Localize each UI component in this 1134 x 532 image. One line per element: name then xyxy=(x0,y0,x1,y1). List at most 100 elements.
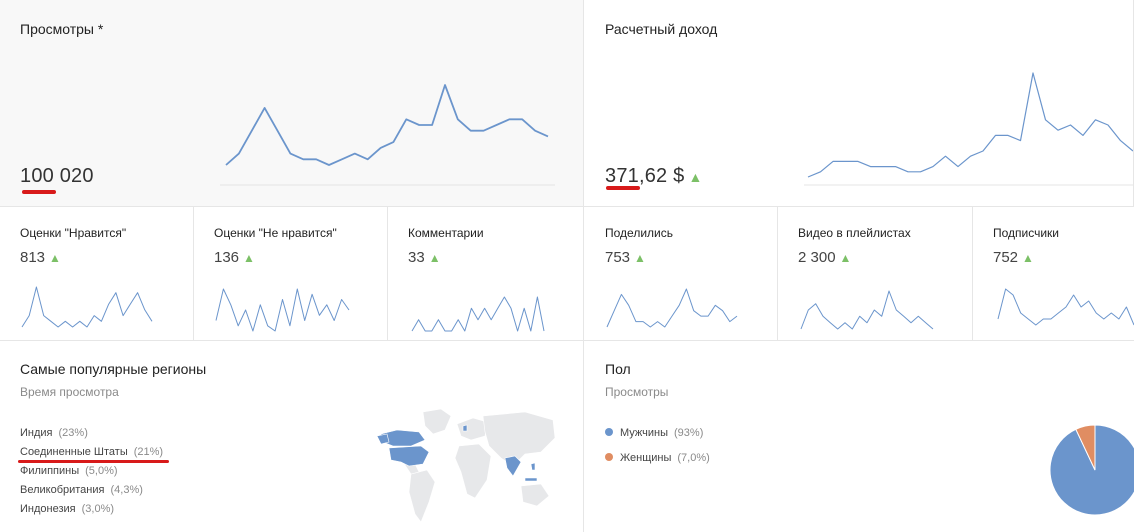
shares-sparkline xyxy=(606,288,738,328)
region-pct: (21%) xyxy=(133,446,164,458)
map-alaska xyxy=(376,433,390,445)
gender-card[interactable]: Пол Просмотры Мужчины (93%) Женщины (7,0%) xyxy=(584,341,1134,532)
likes-sparkline xyxy=(21,286,153,328)
playlists-sparkline xyxy=(800,290,934,330)
legend-female[interactable]: Женщины (7,0%) xyxy=(605,452,710,464)
map-philippines xyxy=(530,462,536,471)
gender-subtitle: Просмотры xyxy=(605,385,669,399)
region-name: Филиппины xyxy=(20,465,80,477)
regions-title: Самые популярные регионы xyxy=(20,361,207,377)
revenue-value-row: 371,62 $ ▲ xyxy=(605,165,703,188)
map-asia xyxy=(482,411,556,467)
metric-label: Комментарии xyxy=(408,226,484,240)
revenue-title: Расчетный доход xyxy=(605,21,718,37)
pie-slice-male[interactable] xyxy=(1049,424,1134,516)
metric-label: Оценки "Не нравится" xyxy=(214,226,337,240)
revenue-trend-line[interactable] xyxy=(807,72,1133,178)
metric-label: Оценки "Нравится" xyxy=(20,226,127,240)
trend-up-icon: ▲ xyxy=(1022,251,1034,265)
metric-value: 753 xyxy=(605,249,631,266)
comments-sparkline xyxy=(411,296,545,332)
likes-trend-line[interactable] xyxy=(21,286,153,328)
metric-value-row: 136 ▲ xyxy=(214,249,255,266)
metric-value-row: 753 ▲ xyxy=(605,249,646,266)
region-annotation-underline xyxy=(18,460,169,463)
metric-value-row: 752 ▲ xyxy=(993,249,1034,266)
region-name: Великобритания xyxy=(20,484,105,496)
region-pct: (4,3%) xyxy=(110,484,143,496)
region-item[interactable]: Индия (23%) xyxy=(20,427,88,439)
views-title: Просмотры * xyxy=(20,21,104,37)
metric-dislikes[interactable]: Оценки "Не нравится" 136 ▲ xyxy=(194,207,388,341)
map-australia xyxy=(520,483,550,507)
metric-value: 33 xyxy=(408,249,425,266)
gender-title: Пол xyxy=(605,361,631,377)
pie-slice-female[interactable] xyxy=(1075,424,1096,471)
region-item[interactable]: Филиппины (5,0%) xyxy=(20,465,118,477)
male-color-dot xyxy=(605,428,613,436)
revenue-card[interactable]: Расчетный доход 371,62 $ ▲ xyxy=(584,0,1134,207)
regions-card[interactable]: Самые популярные регионы Время просмотра… xyxy=(0,341,584,532)
views-annotation-underline xyxy=(22,190,56,194)
legend-label: Мужчины xyxy=(620,427,669,439)
dislikes-sparkline xyxy=(215,288,350,332)
views-card[interactable]: Просмотры * 100 020 xyxy=(0,0,584,207)
metric-value: 136 xyxy=(214,249,240,266)
map-africa xyxy=(454,443,492,499)
metric-playlists[interactable]: Видео в плейлистах 2 300 ▲ xyxy=(778,207,973,341)
trend-up-icon: ▲ xyxy=(688,169,703,185)
revenue-annotation-underline xyxy=(606,186,640,190)
metric-label: Подписчики xyxy=(993,226,1060,240)
dislikes-trend-line[interactable] xyxy=(215,288,350,332)
views-chart xyxy=(220,84,555,186)
metric-likes[interactable]: Оценки "Нравится" 813 ▲ xyxy=(0,207,194,341)
region-item[interactable]: Соединенные Штаты (21%) xyxy=(20,446,163,458)
region-pct: (3,0%) xyxy=(81,503,115,515)
subscribers-trend-line[interactable] xyxy=(997,288,1134,326)
region-item[interactable]: Великобритания (4,3%) xyxy=(20,484,143,496)
region-name: Индия xyxy=(20,427,53,439)
map-indonesia xyxy=(524,477,538,482)
views-value: 100 020 xyxy=(20,165,94,187)
trend-up-icon: ▲ xyxy=(49,251,61,265)
trend-up-icon: ▲ xyxy=(839,251,852,265)
metric-value-row: 2 300 ▲ xyxy=(798,249,851,266)
legend-pct: (7,0%) xyxy=(677,452,710,464)
regions-subtitle: Время просмотра xyxy=(20,385,119,399)
shares-trend-line[interactable] xyxy=(606,288,738,328)
metric-shares[interactable]: Поделились 753 ▲ xyxy=(584,207,778,341)
legend-male[interactable]: Мужчины (93%) xyxy=(605,427,703,439)
region-name: Индонезия xyxy=(20,503,76,515)
comments-trend-line[interactable] xyxy=(411,296,545,332)
metric-value: 2 300 xyxy=(798,249,836,266)
trend-up-icon: ▲ xyxy=(428,251,441,265)
region-pct: (5,0%) xyxy=(85,465,118,477)
map-india xyxy=(504,455,522,477)
metric-label: Видео в плейлистах xyxy=(798,226,911,240)
subscribers-sparkline xyxy=(997,288,1134,326)
region-name: Соединенные Штаты xyxy=(20,446,128,458)
region-pct: (23%) xyxy=(58,427,88,439)
map-europe xyxy=(456,417,488,441)
revenue-chart xyxy=(804,72,1133,186)
region-item[interactable]: Индонезия (3,0%) xyxy=(20,503,114,515)
views-trend-line[interactable] xyxy=(225,84,549,166)
metric-value: 752 xyxy=(993,249,1019,266)
metric-comments[interactable]: Комментарии 33 ▲ xyxy=(388,207,584,341)
map-united-states xyxy=(388,445,430,467)
trend-up-icon: ▲ xyxy=(634,251,646,265)
legend-pct: (93%) xyxy=(674,427,704,439)
world-map[interactable] xyxy=(375,406,560,528)
female-color-dot xyxy=(605,453,613,461)
map-south-america xyxy=(408,469,436,523)
gender-pie-chart[interactable] xyxy=(1049,424,1134,516)
map-greenland xyxy=(422,408,452,435)
metric-value-row: 33 ▲ xyxy=(408,249,441,266)
map-uk xyxy=(462,424,468,432)
trend-up-icon: ▲ xyxy=(243,251,255,265)
legend-label: Женщины xyxy=(620,452,672,464)
revenue-value: 371,62 $ xyxy=(605,165,685,187)
playlists-trend-line[interactable] xyxy=(800,290,934,330)
metric-label: Поделились xyxy=(605,226,673,240)
metric-subscribers[interactable]: Подписчики 752 ▲ xyxy=(973,207,1134,341)
